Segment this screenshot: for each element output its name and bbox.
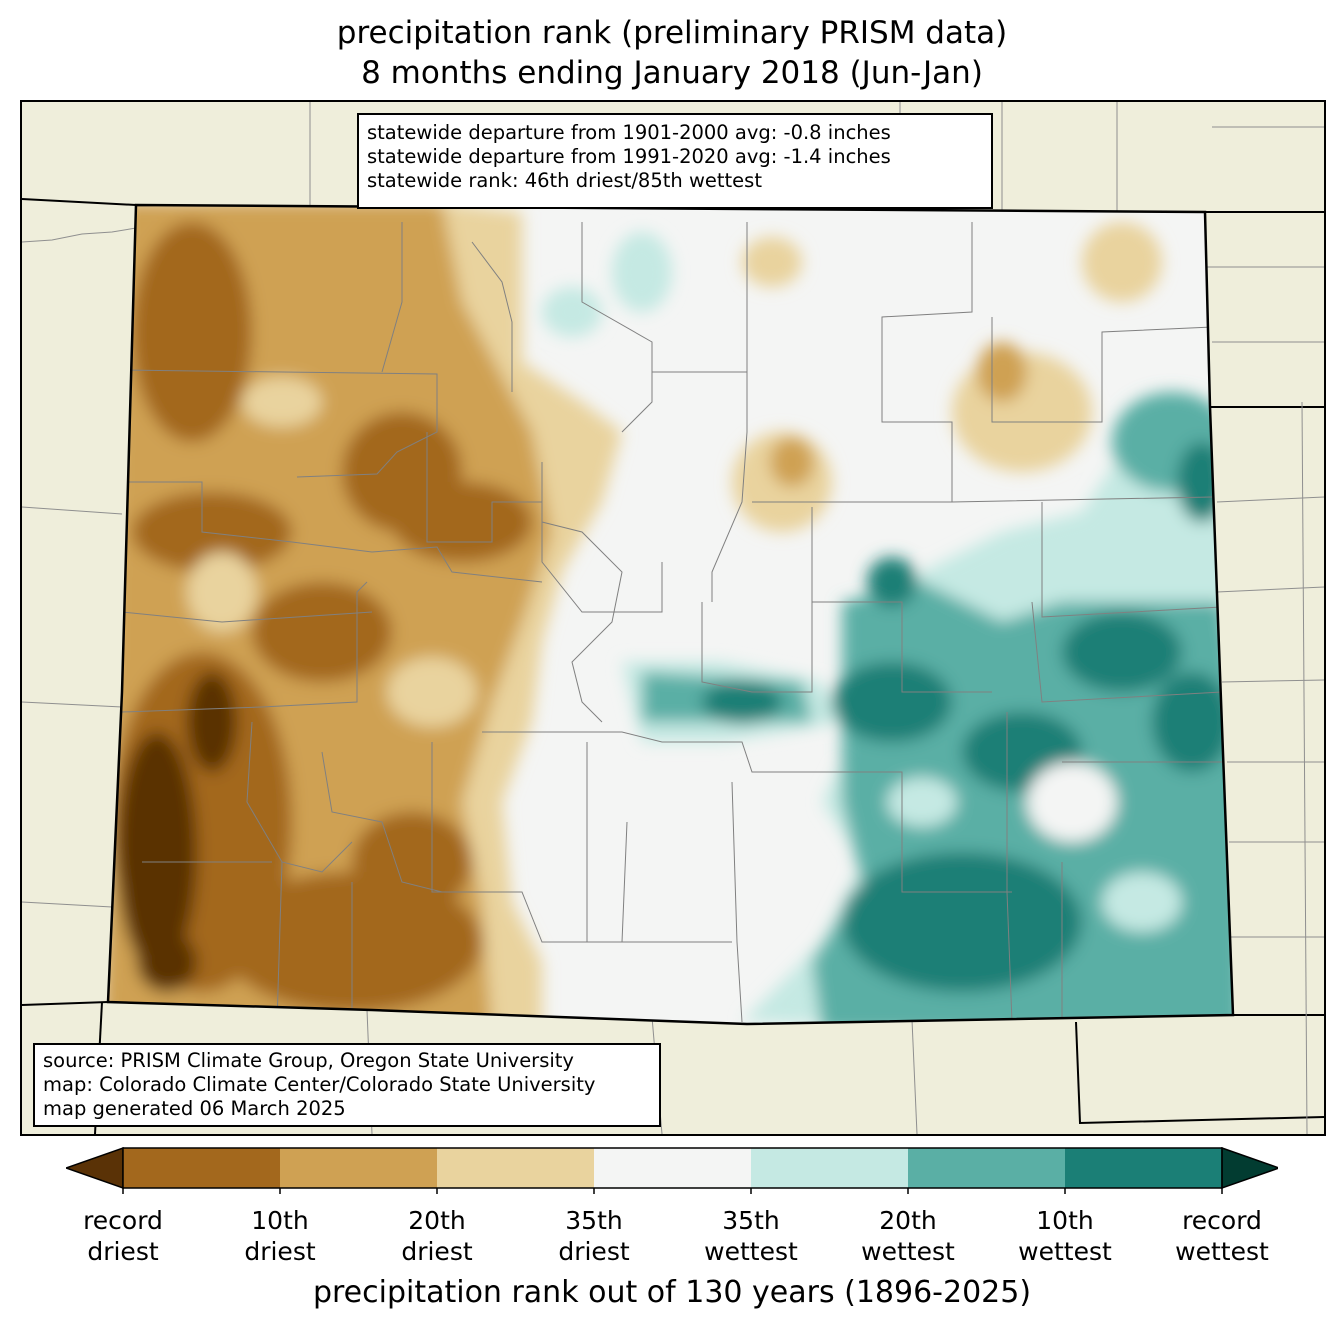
colorbar-tick-label: record driest bbox=[33, 1205, 213, 1267]
map-title-line-1: precipitation rank (preliminary PRISM da… bbox=[336, 15, 1008, 51]
colorbar-segment bbox=[123, 1148, 280, 1188]
map-title-line-2: 8 months ending January 2018 (Jun-Jan) bbox=[361, 55, 983, 91]
colorbar-segment bbox=[280, 1148, 437, 1188]
colorbar-tick-label-line-1: 35th bbox=[565, 1206, 623, 1235]
colorado-border bbox=[106, 203, 1235, 1026]
rank-field bbox=[108, 205, 1233, 1024]
colorbar-tick-label-line-2: wettest bbox=[861, 1237, 955, 1266]
stats-departure-1901-2000: statewide departure from 1901-2000 avg: … bbox=[367, 121, 891, 144]
colorbar-tick-label-line-1: record bbox=[1182, 1206, 1262, 1235]
map-credit-line: map: Colorado Climate Center/Colorado St… bbox=[43, 1073, 596, 1096]
colorbar-segment bbox=[437, 1148, 594, 1188]
colorbar-tick-label-line-2: wettest bbox=[1018, 1237, 1112, 1266]
colorbar-outline bbox=[122, 1147, 1223, 1189]
colorbar-tick-label-line-2: wettest bbox=[704, 1237, 798, 1266]
source-line: source: PRISM Climate Group, Oregon Stat… bbox=[43, 1049, 574, 1072]
colorbar-tick-label-line-1: 20th bbox=[879, 1206, 937, 1235]
colorbar-title: precipitation rank out of 130 years (189… bbox=[312, 1275, 1032, 1310]
colorbar-tick-label-line-2: wettest bbox=[1175, 1237, 1269, 1266]
colorbar-tick-label: 35th wettest bbox=[661, 1205, 841, 1267]
colorbar-tick-label-line-1: record bbox=[83, 1206, 163, 1235]
colorbar-segment bbox=[594, 1148, 751, 1188]
colorbar-tick-label-line-2: driest bbox=[558, 1237, 630, 1266]
colorbar-tick-label: 10th wettest bbox=[975, 1205, 1155, 1267]
colorbar-tick-label-line-1: 20th bbox=[408, 1206, 466, 1235]
colorbar-tick-label-line-2: driest bbox=[87, 1237, 159, 1266]
statewide-stats-box: statewide departure from 1901-2000 avg: … bbox=[357, 113, 993, 209]
colorbar-record-wettest-extension bbox=[1221, 1146, 1278, 1190]
colorbar-tick-label-line-2: driest bbox=[244, 1237, 316, 1266]
colorbar-tick-label-line-1: 10th bbox=[251, 1206, 309, 1235]
generated-date-line: map generated 06 March 2025 bbox=[43, 1097, 346, 1120]
colorbar-tick-label: record wettest bbox=[1132, 1205, 1312, 1267]
colorbar-tick-label: 10th driest bbox=[190, 1205, 370, 1267]
precipitation-rank-map bbox=[22, 102, 1324, 1134]
county-lines bbox=[121, 222, 1223, 1023]
stats-departure-1991-2020: statewide departure from 1991-2020 avg: … bbox=[367, 145, 891, 168]
colorbar-tick-label-line-1: 10th bbox=[1036, 1206, 1094, 1235]
colorbar-segment bbox=[908, 1148, 1065, 1188]
colorbar-record-driest-extension bbox=[66, 1146, 124, 1190]
colorbar-tick-label: 20th wettest bbox=[818, 1205, 998, 1267]
source-credit-box: source: PRISM Climate Group, Oregon Stat… bbox=[33, 1043, 661, 1127]
colorbar-segment bbox=[751, 1148, 908, 1188]
stats-statewide-rank: statewide rank: 46th driest/85th wettest bbox=[367, 169, 762, 192]
colorbar-tick-label-line-2: driest bbox=[401, 1237, 473, 1266]
colorbar-tick-label-line-1: 35th bbox=[722, 1206, 780, 1235]
map-panel: statewide departure from 1901-2000 avg: … bbox=[20, 100, 1326, 1136]
colorbar-tick-label: 35th driest bbox=[504, 1205, 684, 1267]
colorbar bbox=[66, 1146, 1278, 1194]
colorbar-segment bbox=[1065, 1148, 1222, 1188]
colorbar-tick-label: 20th driest bbox=[347, 1205, 527, 1267]
